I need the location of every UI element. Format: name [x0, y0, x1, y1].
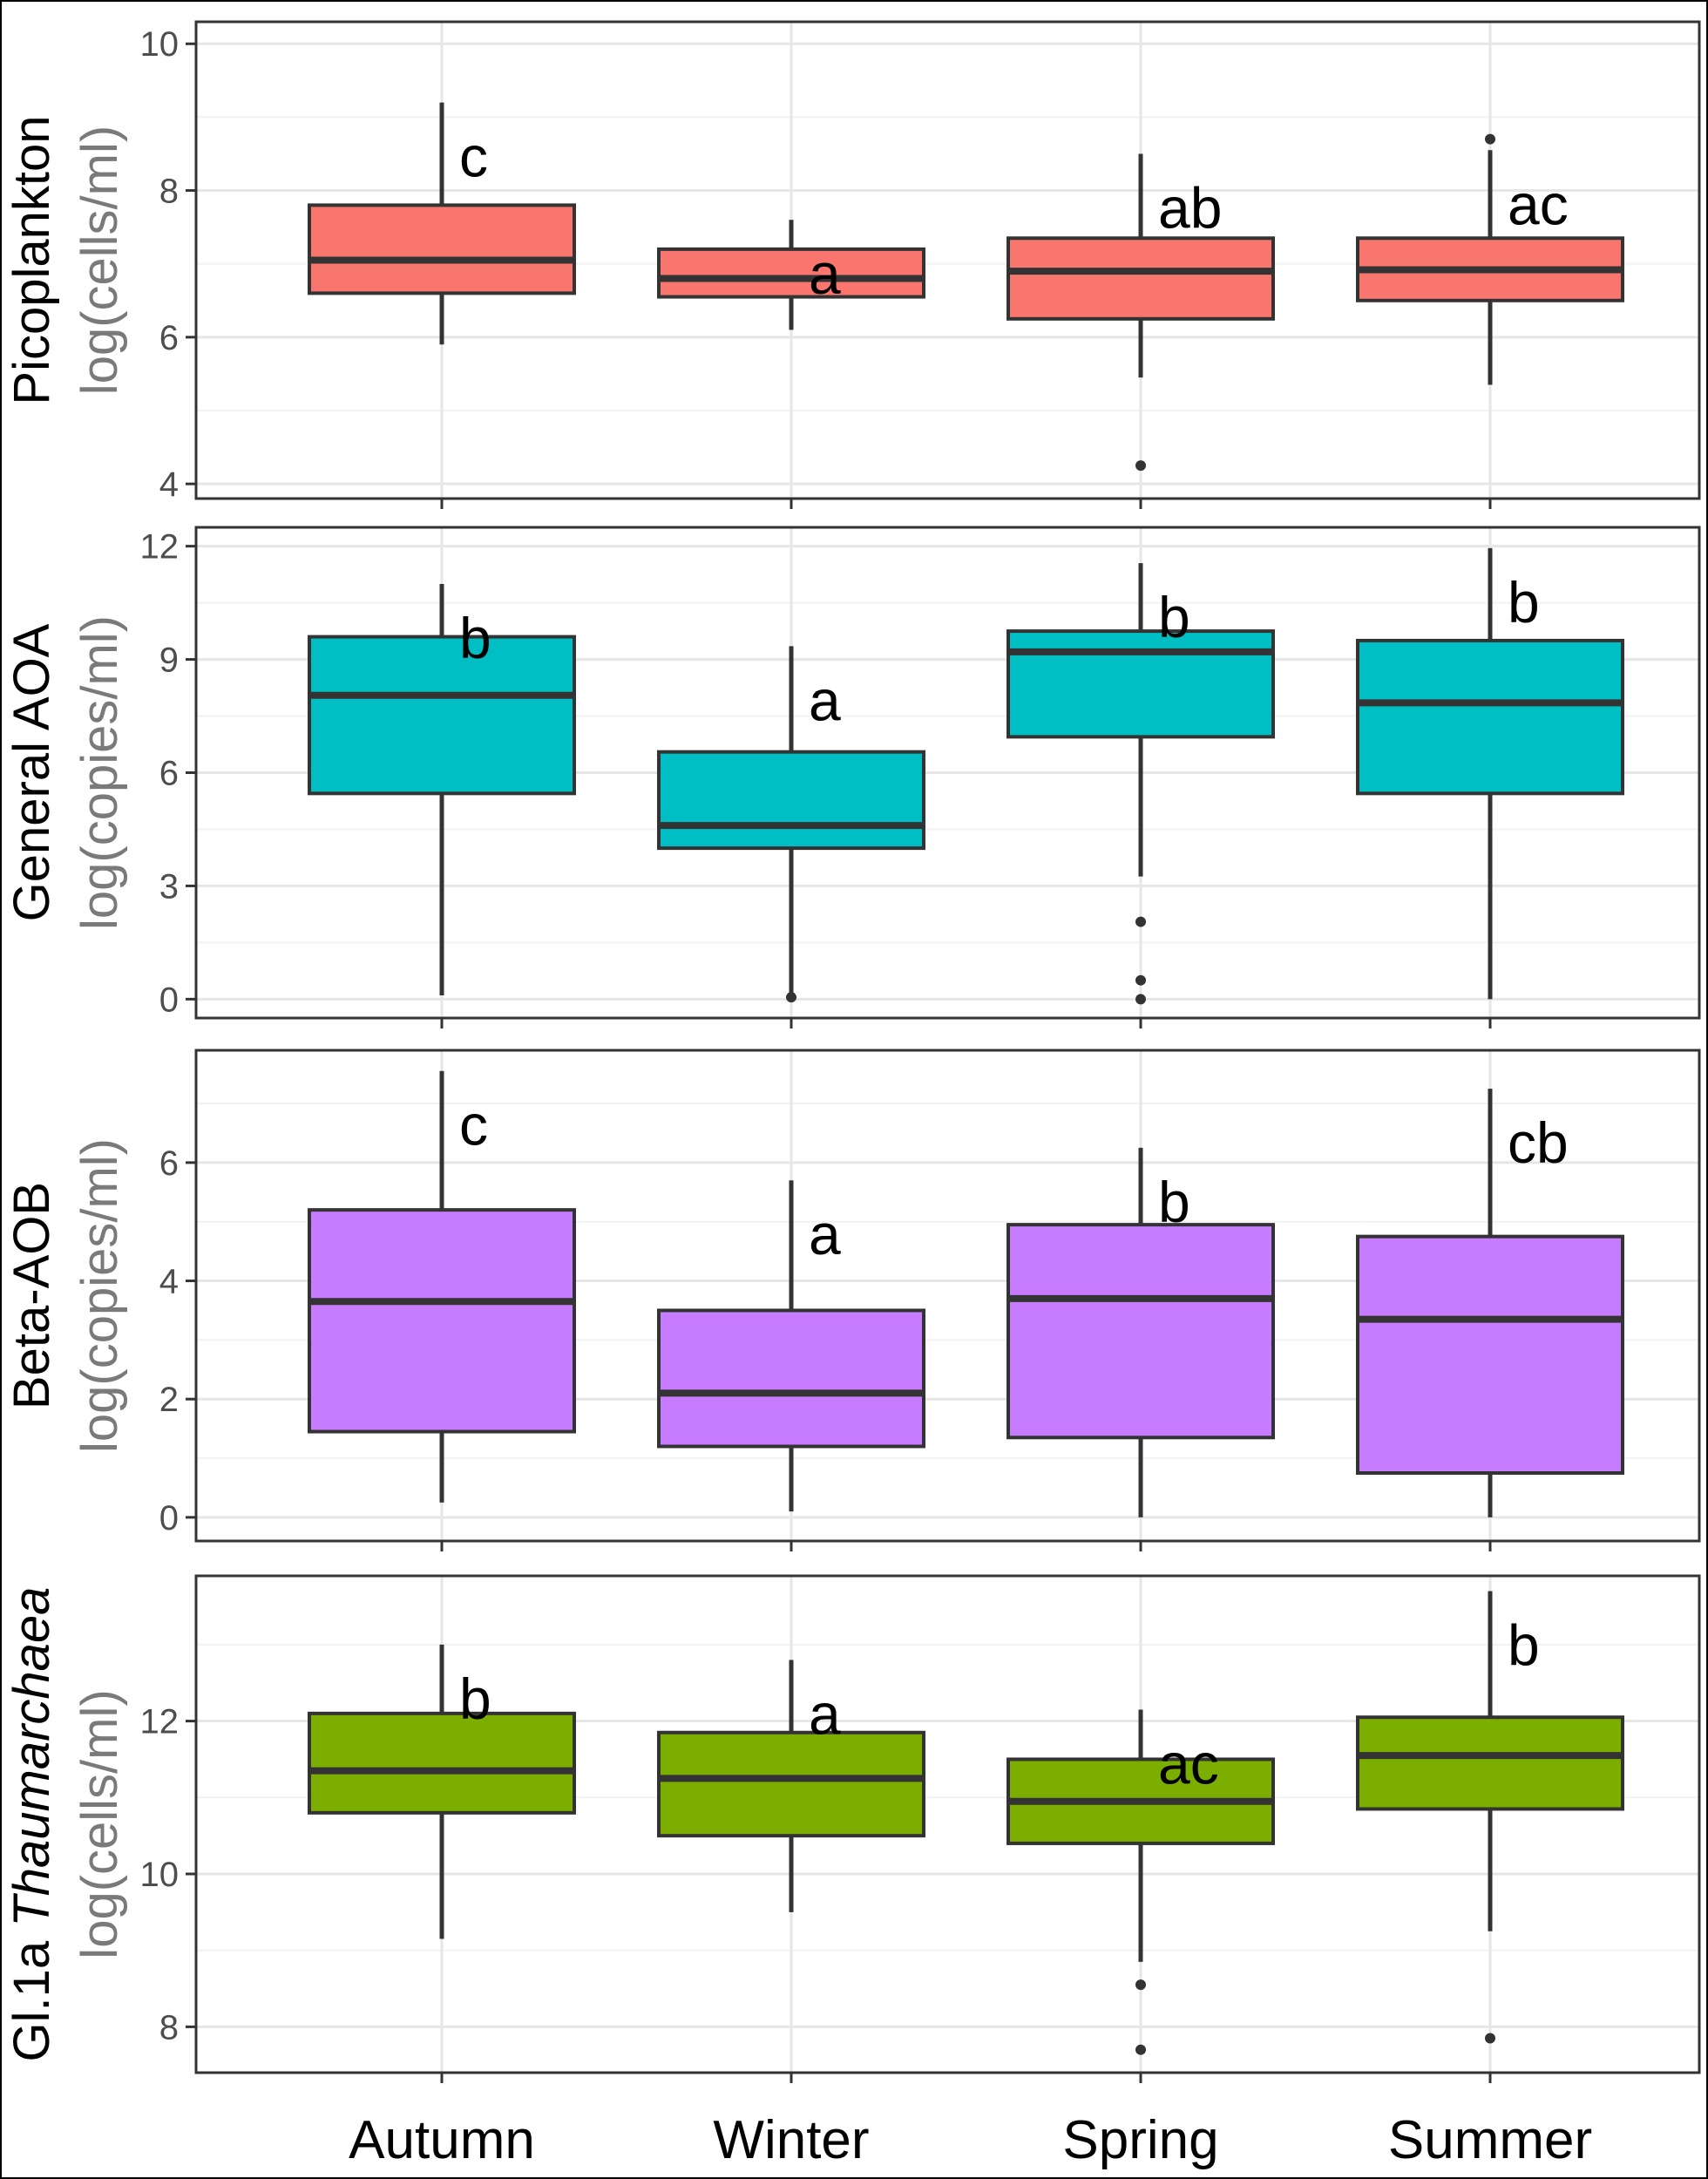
y-tick-label: 6 — [159, 1144, 179, 1183]
y-axis-label-name-text: Picoplankton — [3, 115, 60, 404]
y-tick-label: 3 — [159, 867, 179, 906]
significance-letter: b — [1158, 585, 1190, 649]
box-body — [1006, 236, 1275, 321]
box-winter: a — [657, 1660, 925, 1912]
y-tick-label: 4 — [159, 465, 179, 504]
outlier-point — [1135, 916, 1146, 927]
y-tick-label: 4 — [159, 1263, 179, 1301]
significance-letter: c — [459, 1093, 488, 1157]
panel-4: b a ac b 8 10 12 Gl.1a Thaumarchaea log(cells/ml… — [3, 1574, 1701, 2083]
outlier-point — [1135, 460, 1146, 472]
outlier-point — [1135, 974, 1146, 986]
box-body — [657, 750, 925, 851]
y-axis-label-italic-text: Thaumarchaea — [3, 1587, 60, 1927]
y-axis-label-unit: log(copies/ml) — [71, 1138, 128, 1453]
box-body — [1006, 1223, 1275, 1440]
significance-letter: b — [1158, 1170, 1190, 1234]
panel-background — [196, 1576, 1699, 2073]
y-axis-label-name: Gl.1a Thaumarchaea — [3, 1587, 60, 2062]
significance-letter: a — [809, 1681, 841, 1746]
y-axis-label-name: General AOA — [3, 623, 60, 921]
y-tick-label: 9 — [159, 641, 179, 680]
box-winter: a — [657, 1180, 925, 1512]
box-spring: b — [1006, 563, 1275, 1005]
box-spring: ac — [1006, 1709, 1275, 2055]
y-tick-label: 2 — [159, 1381, 179, 1419]
outlier-point — [1135, 994, 1146, 1005]
y-tick-label: 6 — [159, 319, 179, 357]
box-autumn: b — [308, 583, 576, 996]
box-body — [308, 1711, 576, 1815]
box-body — [308, 203, 576, 295]
box-summer: b — [1356, 1591, 1624, 2044]
box-autumn: c — [308, 102, 576, 345]
box-summer: cb — [1356, 1089, 1624, 1517]
y-tick-label: 0 — [159, 981, 179, 1019]
box-autumn: b — [308, 1644, 576, 1939]
y-tick-label: 12 — [140, 1703, 180, 1741]
panel-border — [194, 1574, 1701, 2074]
y-axis-label-unit: log(copies/ml) — [71, 615, 128, 930]
box-winter: a — [657, 646, 925, 1003]
significance-letter: a — [809, 241, 841, 306]
y-tick-label: 8 — [159, 173, 179, 211]
box-body — [308, 1208, 576, 1434]
significance-letter: c — [459, 125, 488, 189]
box-summer: ac — [1356, 133, 1624, 385]
outlier-point — [786, 992, 796, 1003]
box-spring: ab — [1006, 153, 1275, 472]
panel-1: c a ab ac 4 6 8 10 Picoplankton log(cells/ml) — [3, 20, 1701, 509]
y-axis-label-unit: log(cells/ml) — [71, 126, 128, 395]
x-category-label-spring: Spring — [1062, 2110, 1218, 2170]
box-autumn: c — [308, 1070, 576, 1503]
y-tick-label: 10 — [140, 25, 180, 64]
y-axis-label-name-text: Gl.1a — [3, 1927, 60, 2062]
significance-letter: ac — [1508, 172, 1569, 236]
significance-letter: ab — [1158, 175, 1222, 240]
significance-letter: a — [809, 668, 841, 732]
significance-letter: cb — [1508, 1110, 1569, 1175]
outlier-point — [1135, 1979, 1146, 1991]
y-axis-label-name-text: General AOA — [3, 623, 60, 921]
significance-letter: b — [459, 606, 491, 670]
x-category-label-winter: Winter — [713, 2110, 869, 2170]
x-category-label-summer: Summer — [1388, 2110, 1592, 2170]
x-category-label-autumn: Autumn — [349, 2110, 535, 2170]
y-tick-label: 10 — [140, 1856, 180, 1894]
box-spring: b — [1006, 1147, 1275, 1517]
y-axis-label-unit: log(cells/ml) — [71, 1689, 128, 1958]
y-axis-label-name: Beta-AOB — [3, 1182, 60, 1409]
significance-letter: b — [459, 1666, 491, 1731]
outlier-point — [1135, 2044, 1146, 2055]
box-body — [1006, 629, 1275, 739]
panel-border — [194, 20, 1701, 500]
panel-border — [194, 1049, 1701, 1543]
box-body — [1356, 1234, 1624, 1475]
y-axis-label-name-text: Beta-AOB — [3, 1182, 60, 1409]
y-tick-label: 8 — [159, 2008, 179, 2047]
panel-2: b a b b 0 3 6 9 12 General AOA log(copies/ml) — [3, 526, 1701, 1028]
significance-letter: a — [809, 1202, 841, 1266]
y-tick-label: 12 — [140, 528, 180, 567]
significance-letter: b — [1508, 1613, 1540, 1678]
box-body — [308, 635, 576, 796]
box-body — [1356, 638, 1624, 796]
outlier-point — [1485, 2033, 1495, 2044]
box-body — [1356, 1715, 1624, 1811]
box-body — [657, 1730, 925, 1838]
box-body — [657, 1308, 925, 1449]
y-tick-label: 0 — [159, 1499, 179, 1538]
panel-3: c a b cb 0 2 4 6 Beta-AOB log(copies/ml) — [3, 1049, 1701, 1551]
box-winter: a — [657, 220, 925, 330]
outlier-point — [1485, 133, 1495, 145]
y-axis-label-name: Picoplankton — [3, 115, 60, 404]
significance-letter: ac — [1158, 1731, 1219, 1795]
box-summer: b — [1356, 547, 1624, 1000]
box-body — [657, 247, 925, 299]
y-tick-label: 6 — [159, 755, 179, 793]
significance-letter: b — [1508, 570, 1540, 635]
